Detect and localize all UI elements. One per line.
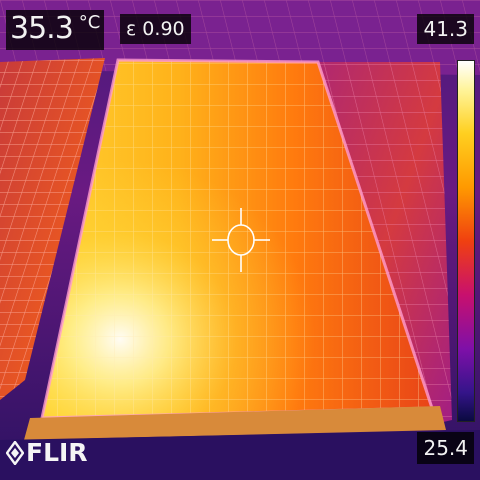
scale-max-value: 41.3 <box>417 14 474 44</box>
temperature-unit: °C <box>78 12 101 33</box>
color-scale-bar <box>457 60 475 422</box>
spot-crosshair-icon <box>212 208 270 272</box>
emissivity-readout: ε 0.90 <box>120 14 191 44</box>
spot-temperature-readout: 35.3 °C <box>6 10 105 50</box>
logo-text: FLIR <box>26 438 88 467</box>
flir-diamond-icon <box>6 440 24 465</box>
flir-logo: FLIR <box>6 438 88 467</box>
spot-temperature-value: 35.3 <box>10 11 74 46</box>
scale-min-value: 25.4 <box>417 432 474 464</box>
